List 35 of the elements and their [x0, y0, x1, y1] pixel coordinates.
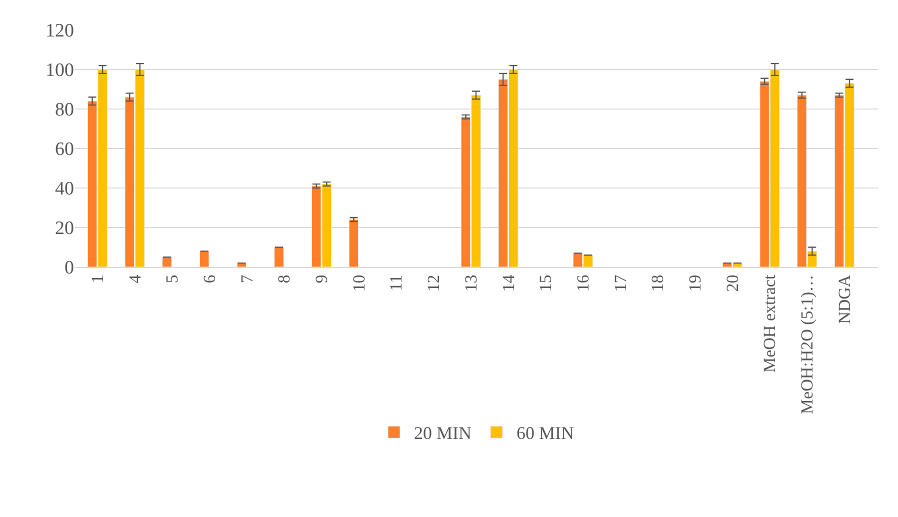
x-tick-label: 18	[648, 274, 668, 292]
x-tick-label: 20	[722, 274, 742, 292]
x-tick-label: 8	[274, 274, 294, 284]
x-tick-label: 16	[573, 274, 592, 292]
x-tick-label: 10	[349, 274, 368, 292]
x-tick-label: 14	[498, 274, 518, 292]
x-tick-label: 1	[88, 274, 107, 284]
x-tick-label: 15	[536, 274, 556, 292]
y-tick-label: 60	[55, 139, 74, 160]
bar	[199, 250, 210, 267]
legend-label: 60 MIN	[516, 423, 574, 444]
x-tick-label: 4	[125, 274, 144, 284]
x-tick-label: 11	[386, 274, 406, 292]
y-tick-label: 100	[46, 60, 74, 82]
bar	[162, 256, 172, 267]
y-tick-label: 0	[64, 258, 74, 279]
y-tick-label: 20	[55, 218, 74, 240]
bar	[348, 219, 359, 267]
legend-label: 20 MIN	[414, 423, 472, 444]
x-tick-label: 7	[237, 274, 256, 284]
x-tick-label: NDGA	[834, 274, 854, 324]
y-tick-label: 120	[46, 20, 74, 42]
x-tick-label: MeOH extract	[760, 274, 780, 373]
x-tick-label: 5	[162, 274, 182, 284]
y-tick-label: 80	[55, 100, 74, 121]
x-tick-label: 13	[461, 274, 480, 292]
x-tick-label: MeOH:H2O (5:1)…	[798, 274, 817, 414]
bar	[236, 262, 247, 267]
x-tick-label: 17	[610, 274, 630, 292]
x-tick-label: 19	[686, 274, 705, 292]
x-tick-label: 9	[312, 274, 332, 284]
y-tick-label: 40	[55, 178, 74, 200]
x-tick-label: 6	[200, 274, 219, 284]
bar	[274, 247, 284, 267]
x-tick-label: 12	[424, 274, 444, 292]
